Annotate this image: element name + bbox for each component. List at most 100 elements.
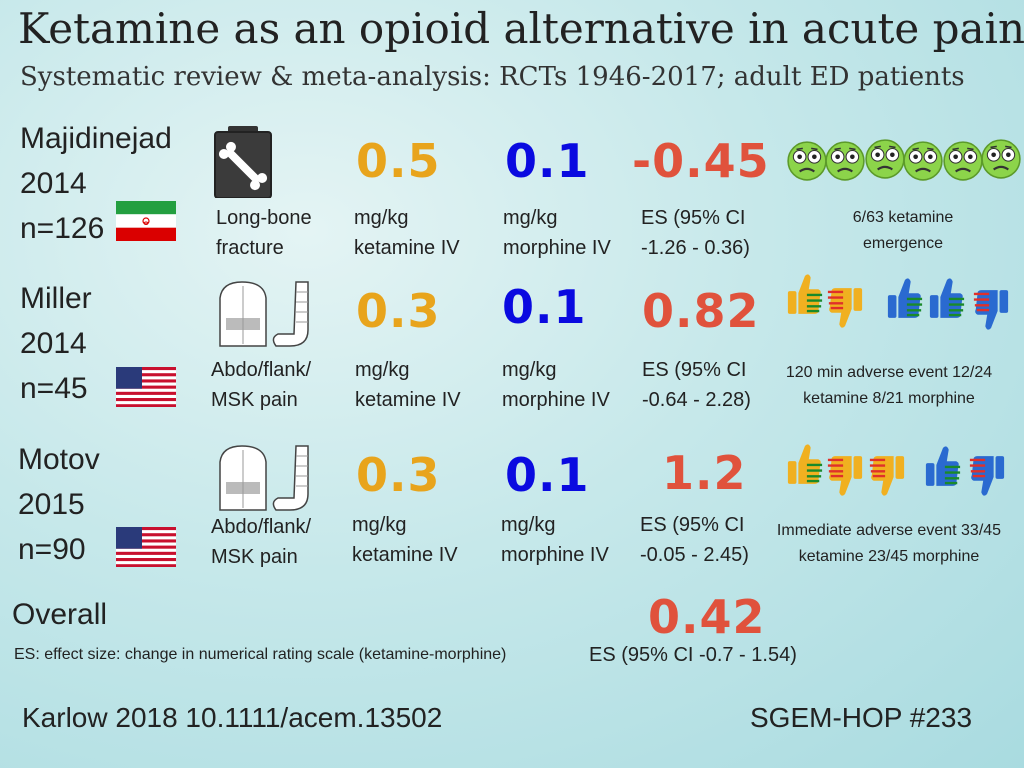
condition-line: Abdo/flank/ (211, 359, 312, 381)
thumbs-up-icon (928, 274, 966, 320)
adverse-event-note: 120 min adverse event 12/24 ketamine 8/2… (778, 360, 1000, 412)
us-flag-icon (116, 527, 176, 567)
study-year: 2015 (18, 488, 85, 521)
thumbs-icon-group (786, 270, 1018, 334)
morphine-dose-caption: mg/kg morphine IV (503, 203, 611, 263)
ci-line: -0.05 - 2.45) (640, 544, 749, 566)
route-label: morphine IV (502, 389, 610, 411)
dizzy-face-icon-group (786, 138, 1022, 182)
citation: Karlow 2018 10.1111/acem.13502 (22, 702, 443, 733)
study-1-label: Majidinejad 2014 n=126 (20, 116, 172, 251)
ae-line: 6/63 ketamine (852, 209, 954, 226)
overall-label: Overall (12, 598, 108, 631)
condition-line: MSK pain (211, 389, 298, 411)
study-2-label: Miller 2014 n=45 (20, 276, 92, 411)
thumbs-down-icon (972, 288, 1010, 334)
dizzy-face-icon (980, 138, 1022, 180)
ae-line: ketamine 23/45 morphine (798, 548, 980, 565)
study-n: n=126 (20, 212, 105, 245)
condition-line: Abdo/flank/ (211, 516, 312, 538)
confidence-interval: ES (95% CI -0.05 - 2.45) (640, 510, 749, 570)
iran-flag-icon: ⴰ (116, 201, 176, 241)
unit-label: mg/kg (354, 207, 409, 229)
study-n: n=90 (18, 533, 86, 566)
study-n: n=45 (20, 372, 88, 405)
ketamine-dose: 0.5 (356, 134, 441, 188)
ci-line: ES (95% CI (642, 359, 747, 381)
ketamine-dose: 0.3 (356, 448, 441, 502)
adverse-event-note: 6/63 ketamine emergence (790, 205, 1016, 257)
morphine-dose: 0.1 (502, 280, 587, 334)
unit-label: mg/kg (502, 359, 557, 381)
ketamine-dose-caption: mg/kg ketamine IV (355, 355, 461, 415)
page-subtitle: Systematic review & meta-analysis: RCTs … (20, 62, 965, 92)
study-author: Motov (18, 443, 100, 476)
thumbs-down-icon (868, 454, 906, 500)
torso-and-arm-icon (212, 278, 322, 348)
thumbs-up-icon (786, 270, 824, 316)
thumbs-down-icon (826, 454, 864, 500)
ketamine-dose: 0.3 (356, 284, 441, 338)
dizzy-face-icon (786, 140, 828, 182)
ae-line: Immediate adverse event 33/45 (776, 522, 1002, 539)
ae-line: emergence (862, 235, 944, 252)
study-year: 2014 (20, 327, 87, 360)
condition-line: Long-bone (216, 207, 312, 229)
adverse-event-note: Immediate adverse event 33/45 ketamine 2… (774, 518, 1004, 570)
ci-line: -1.26 - 0.36) (641, 237, 750, 259)
route-label: ketamine IV (354, 237, 460, 259)
page-title: Ketamine as an opioid alternative in acu… (18, 4, 1024, 53)
unit-label: mg/kg (503, 207, 558, 229)
study-year: 2014 (20, 167, 87, 200)
thumbs-icon-group (786, 440, 1018, 504)
ketamine-dose-caption: mg/kg ketamine IV (354, 203, 460, 263)
morphine-dose: 0.1 (505, 448, 590, 502)
route-label: morphine IV (501, 544, 609, 566)
effect-size: 1.2 (662, 446, 747, 500)
thumbs-up-icon (886, 274, 924, 320)
torso-and-arm-icon (212, 442, 322, 512)
study-3-condition: Abdo/flank/ MSK pain (211, 512, 311, 572)
thumbs-up-icon (924, 442, 962, 488)
route-label: morphine IV (503, 237, 611, 259)
unit-label: mg/kg (501, 514, 556, 536)
morphine-dose-caption: mg/kg morphine IV (501, 510, 609, 570)
svg-text:ⴰ: ⴰ (143, 217, 149, 227)
study-2-condition: Abdo/flank/ MSK pain (211, 355, 311, 415)
thumbs-down-icon (826, 286, 864, 332)
dizzy-face-icon (902, 140, 944, 182)
morphine-dose: 0.1 (505, 134, 590, 188)
condition-line: fracture (216, 237, 284, 259)
episode-label: SGEM-HOP #233 (750, 702, 973, 733)
us-flag-icon (116, 367, 176, 407)
condition-line: MSK pain (211, 546, 298, 568)
effect-size-definition: ES: effect size: change in numerical rat… (14, 646, 507, 663)
overall-effect-size: 0.42 (648, 590, 766, 644)
study-3-label: Motov 2015 n=90 (18, 437, 100, 572)
ae-line: ketamine 8/21 morphine (803, 390, 975, 407)
dizzy-face-icon (824, 140, 866, 182)
effect-size: -0.45 (632, 134, 770, 188)
dizzy-face-icon (864, 138, 906, 180)
confidence-interval: ES (95% CI -1.26 - 0.36) (641, 203, 750, 263)
thumbs-up-icon (786, 440, 824, 486)
overall-confidence-interval: ES (95% CI -0.7 - 1.54) (589, 644, 797, 666)
ketamine-dose-caption: mg/kg ketamine IV (352, 510, 458, 570)
morphine-dose-caption: mg/kg morphine IV (502, 355, 610, 415)
study-author: Majidinejad (20, 122, 172, 155)
unit-label: mg/kg (352, 514, 407, 536)
effect-size: 0.82 (642, 284, 760, 338)
route-label: ketamine IV (355, 389, 461, 411)
dizzy-face-icon (942, 140, 984, 182)
route-label: ketamine IV (352, 544, 458, 566)
study-1-condition: Long-bone fracture (216, 203, 312, 263)
confidence-interval: ES (95% CI -0.64 - 2.28) (642, 355, 751, 415)
ci-line: -0.64 - 2.28) (642, 389, 751, 411)
ci-line: ES (95% CI (641, 207, 746, 229)
bone-xray-icon (214, 126, 272, 198)
thumbs-down-icon (968, 454, 1006, 500)
unit-label: mg/kg (355, 359, 410, 381)
ae-line: 120 min adverse event 12/24 (785, 364, 993, 381)
study-author: Miller (20, 282, 92, 315)
ci-line: ES (95% CI (640, 514, 745, 536)
